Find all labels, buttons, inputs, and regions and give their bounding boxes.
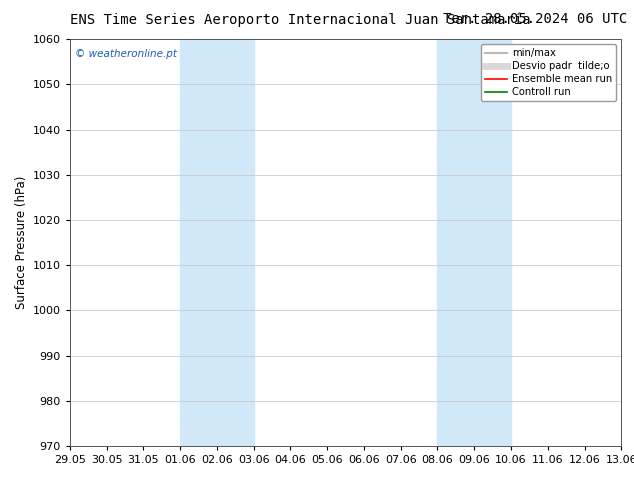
Text: © weatheronline.pt: © weatheronline.pt (75, 49, 178, 59)
Bar (180, 39, 254, 446)
Y-axis label: Surface Pressure (hPa): Surface Pressure (hPa) (15, 176, 29, 309)
Text: Ter. 28.05.2024 06 UTC: Ter. 28.05.2024 06 UTC (443, 12, 628, 26)
Bar (437, 39, 511, 446)
Text: ENS Time Series Aeroporto Internacional Juan Santamaría: ENS Time Series Aeroporto Internacional … (70, 12, 531, 27)
Legend: min/max, Desvio padr  tilde;o, Ensemble mean run, Controll run: min/max, Desvio padr tilde;o, Ensemble m… (481, 44, 616, 101)
